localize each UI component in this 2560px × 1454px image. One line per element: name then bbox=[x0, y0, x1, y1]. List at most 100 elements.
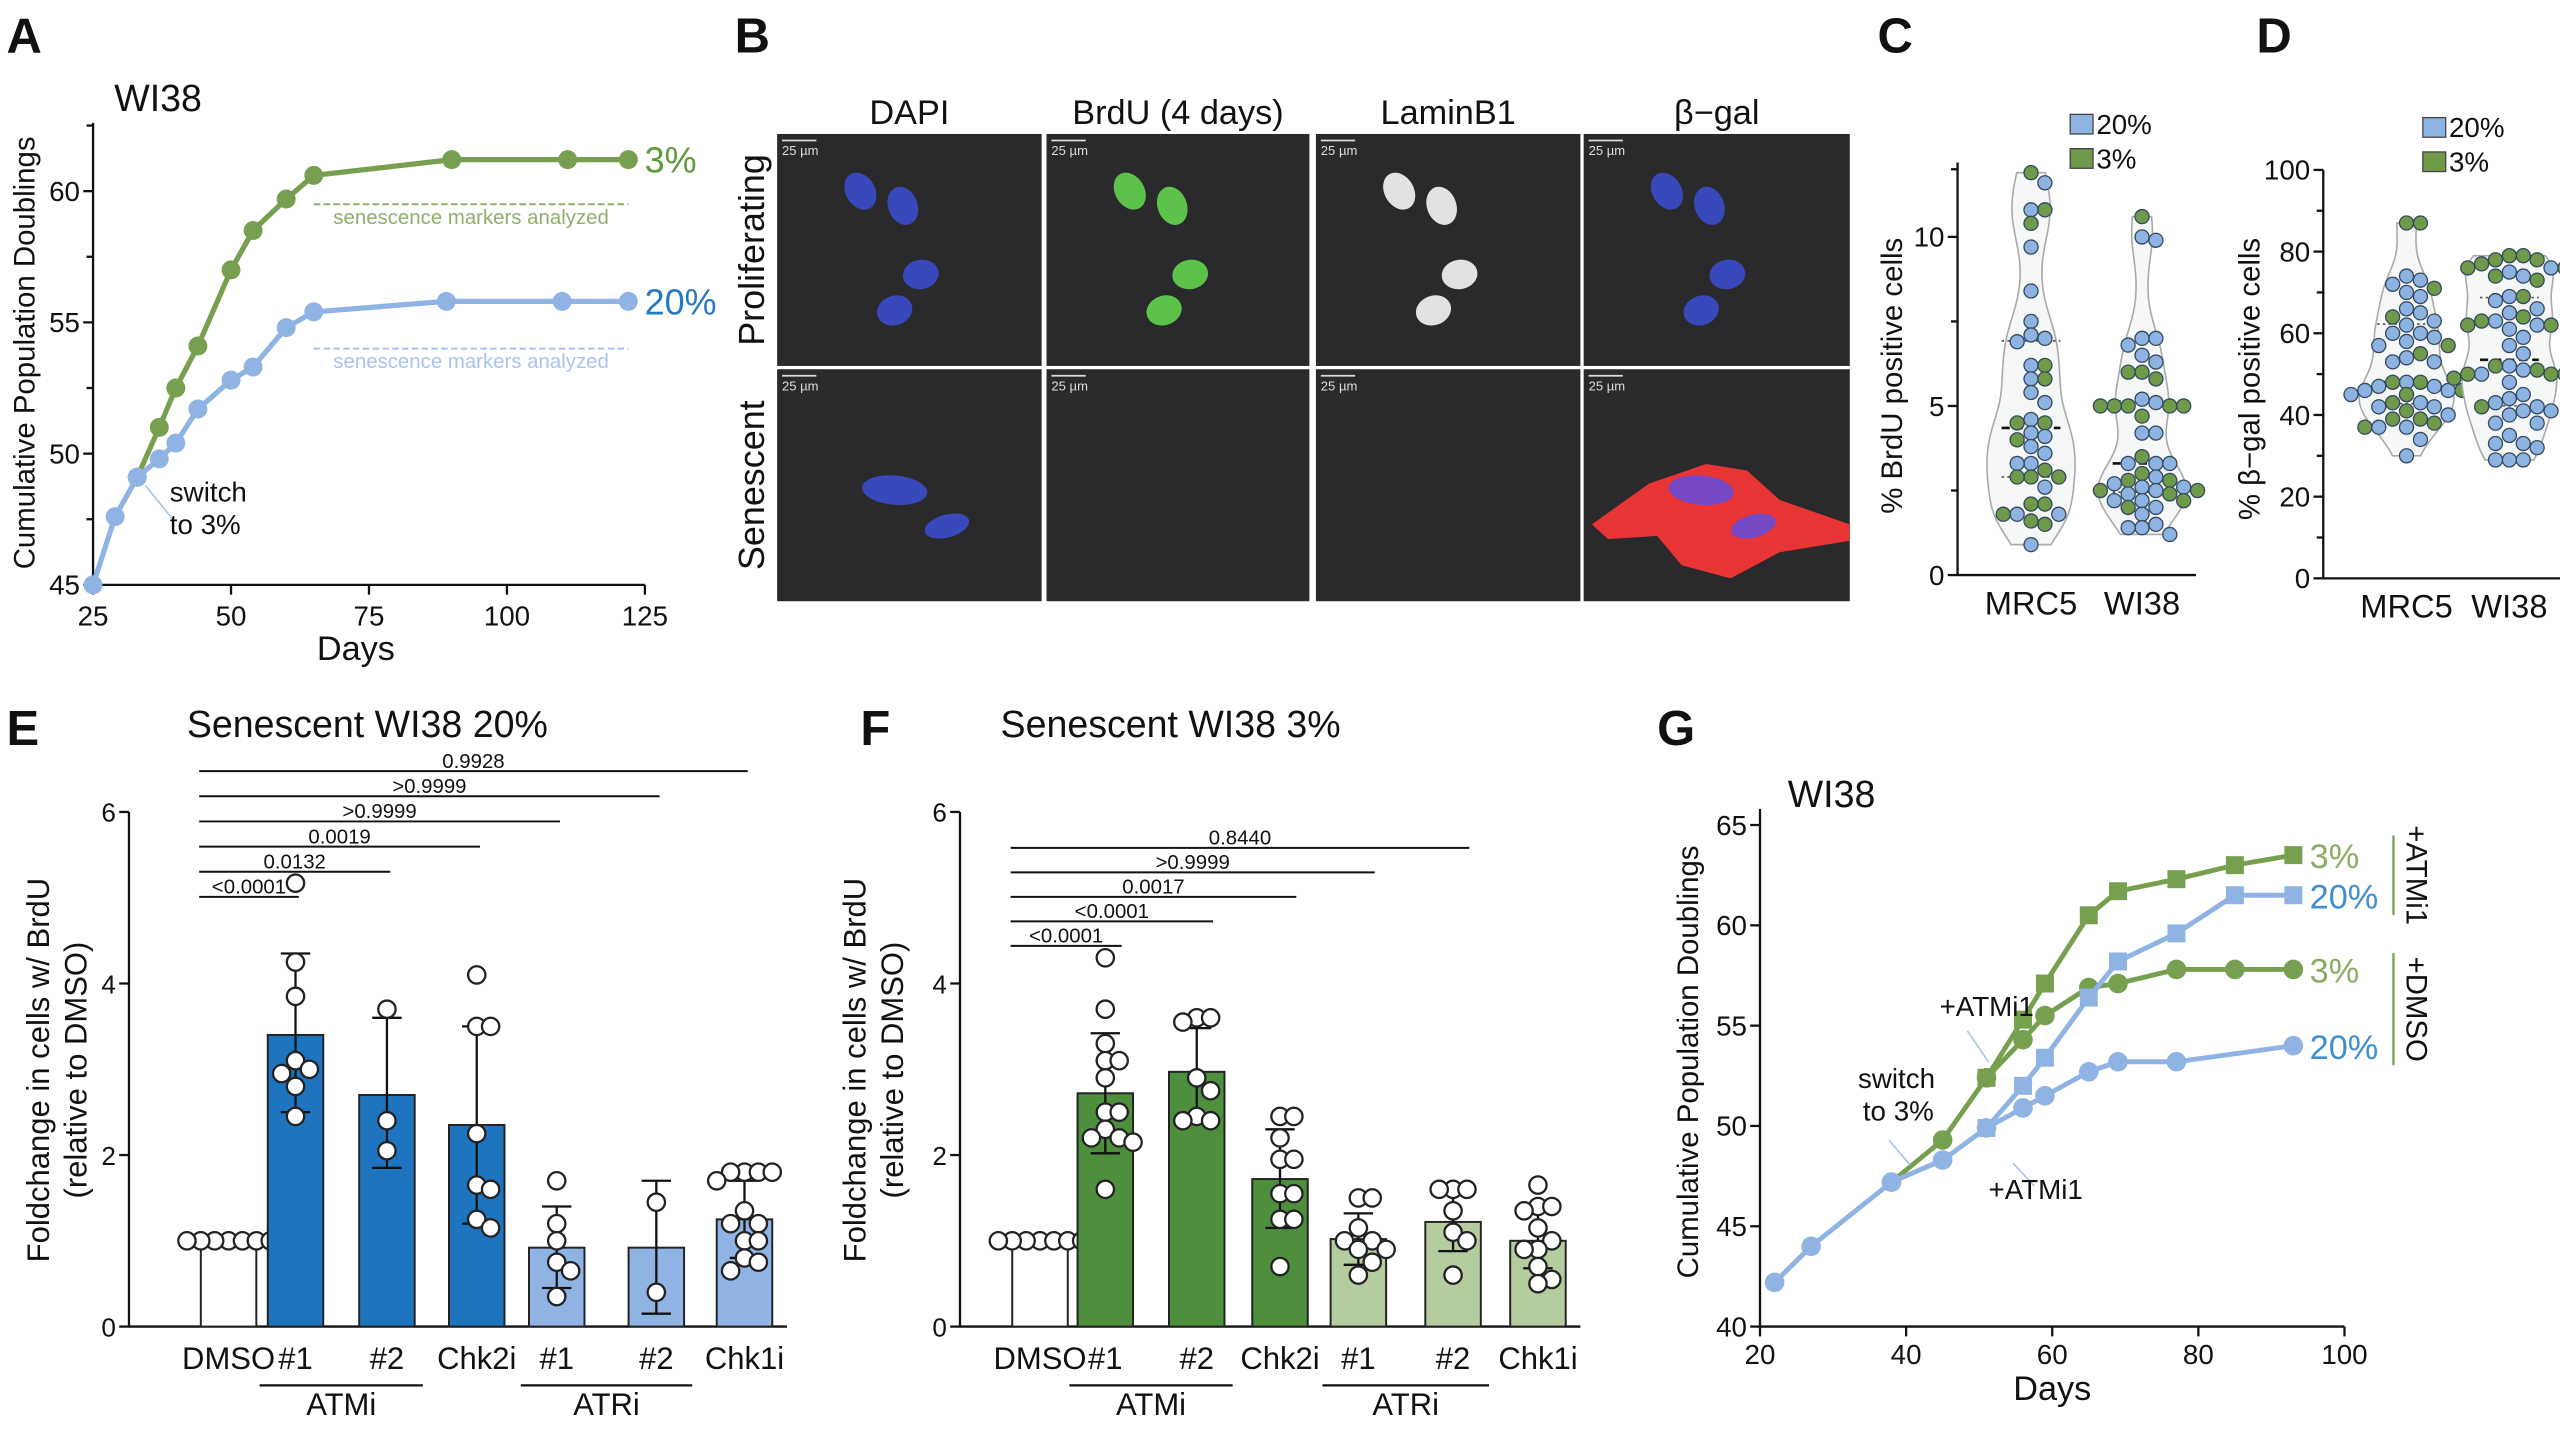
data-point bbox=[2529, 317, 2545, 333]
data-point bbox=[1362, 1230, 1383, 1251]
bar-group-5 bbox=[1424, 1179, 1482, 1328]
x-tick-label: MRC5 bbox=[1985, 584, 2078, 621]
significance-bracket: <0.0001 bbox=[1010, 901, 1214, 923]
data-point bbox=[221, 370, 241, 390]
data-point bbox=[1514, 1200, 1534, 1221]
data-point bbox=[1932, 1150, 1953, 1170]
data-point bbox=[2398, 284, 2415, 301]
x-tick-label: DMSO bbox=[993, 1341, 1086, 1376]
data-point bbox=[2515, 452, 2531, 468]
data-point bbox=[2162, 455, 2178, 472]
y-tick-label: 2 bbox=[932, 1141, 947, 1171]
data-point bbox=[1932, 1130, 1953, 1150]
p-value-label: 0.0017 bbox=[1122, 877, 1184, 899]
data-point bbox=[2051, 469, 2067, 485]
y-tick-label: 50 bbox=[1716, 1111, 1747, 1142]
nucleus bbox=[887, 186, 919, 225]
data-point bbox=[177, 1230, 197, 1251]
group-label: ATMi bbox=[306, 1387, 376, 1422]
data-point bbox=[2543, 260, 2559, 276]
series-1: 3% bbox=[1881, 953, 2359, 1192]
data-point bbox=[2225, 959, 2245, 980]
series-label: 20% bbox=[2310, 878, 2379, 916]
y-tick-label: 60 bbox=[2279, 318, 2310, 349]
data-point bbox=[2501, 321, 2518, 337]
data-point bbox=[2501, 337, 2518, 354]
x-tick-label: #2 bbox=[1179, 1341, 1213, 1376]
scale-bar-label: 25 µm bbox=[1321, 143, 1358, 158]
nucleus bbox=[1650, 172, 1683, 210]
data-point bbox=[1457, 1230, 1477, 1251]
data-point bbox=[2487, 452, 2504, 468]
data-point bbox=[2148, 394, 2164, 411]
data-point bbox=[1284, 1209, 1304, 1230]
nucleus bbox=[1172, 259, 1209, 290]
y-axis-label: Cumulative Population Doublings bbox=[1672, 845, 1705, 1278]
data-point bbox=[2398, 317, 2415, 333]
data-point bbox=[2009, 432, 2025, 448]
annotation-pointer bbox=[1888, 1139, 1911, 1166]
data-point bbox=[2162, 526, 2178, 543]
data-point bbox=[2487, 358, 2504, 374]
data-point bbox=[2515, 309, 2531, 325]
nucleus bbox=[1113, 172, 1146, 210]
data-point bbox=[2037, 202, 2053, 218]
panel-letter: B bbox=[735, 9, 770, 63]
data-point bbox=[1200, 1080, 1221, 1101]
data-point bbox=[1123, 1132, 1143, 1152]
data-point bbox=[2162, 398, 2178, 414]
data-point-square bbox=[2225, 886, 2244, 905]
nucleus bbox=[844, 172, 877, 210]
bar-group-1 bbox=[1076, 947, 1143, 1328]
data-point bbox=[2023, 455, 2039, 472]
data-point bbox=[285, 873, 306, 893]
data-point bbox=[2175, 492, 2192, 509]
data-point bbox=[1376, 1239, 1396, 1260]
data-point bbox=[1362, 1188, 1383, 1208]
data-point bbox=[2460, 317, 2476, 333]
data-point bbox=[377, 999, 397, 1020]
scale-bar-label: 25 µm bbox=[782, 143, 819, 158]
y-tick-label: 5 bbox=[1929, 391, 1944, 422]
data-point bbox=[2412, 325, 2429, 341]
nucleus bbox=[1426, 186, 1457, 225]
data-point bbox=[271, 1063, 292, 1084]
x-tick-label: 125 bbox=[622, 601, 668, 632]
data-point bbox=[377, 1140, 397, 1161]
data-point bbox=[2384, 395, 2401, 411]
panel-letter: A bbox=[7, 9, 42, 63]
data-point bbox=[1109, 1102, 1129, 1122]
x-tick-label: #2 bbox=[1436, 1341, 1470, 1376]
data-point bbox=[1457, 1179, 1477, 1200]
data-point bbox=[2487, 292, 2504, 309]
legend-swatch bbox=[2069, 148, 2094, 169]
significance-bracket: 0.0132 bbox=[199, 851, 391, 873]
significance-bracket: 0.0017 bbox=[1010, 877, 1297, 899]
column-header: β−gal bbox=[1674, 94, 1759, 132]
data-point bbox=[149, 449, 169, 469]
data-point bbox=[2515, 268, 2531, 284]
data-point bbox=[2134, 229, 2150, 245]
scale-bar-label: 25 µm bbox=[1051, 143, 1088, 158]
violin-WI38 bbox=[2446, 247, 2560, 468]
data-point bbox=[2092, 482, 2109, 499]
data-point bbox=[2148, 354, 2164, 370]
data-point bbox=[2426, 280, 2442, 297]
data-point-square bbox=[2014, 1076, 2032, 1095]
x-tick-label: 50 bbox=[216, 601, 247, 632]
significance-bracket: >0.9999 bbox=[199, 801, 560, 823]
data-point bbox=[2134, 347, 2150, 363]
data-point bbox=[2166, 1051, 2187, 1072]
data-point bbox=[2426, 399, 2442, 415]
chart-title: Senescent WI38 20% bbox=[187, 703, 548, 745]
data-point bbox=[2023, 469, 2039, 485]
y-axis-label: % β−gal positive cells bbox=[2234, 238, 2267, 520]
y-tick-label: 55 bbox=[1716, 1010, 1747, 1041]
data-point bbox=[2357, 382, 2373, 399]
data-point bbox=[2078, 1061, 2099, 1082]
data-point bbox=[2023, 438, 2039, 455]
legend-swatch bbox=[2422, 151, 2447, 173]
data-point bbox=[2037, 415, 2053, 431]
data-point bbox=[2529, 415, 2545, 431]
legend-label: 20% bbox=[2096, 109, 2152, 140]
